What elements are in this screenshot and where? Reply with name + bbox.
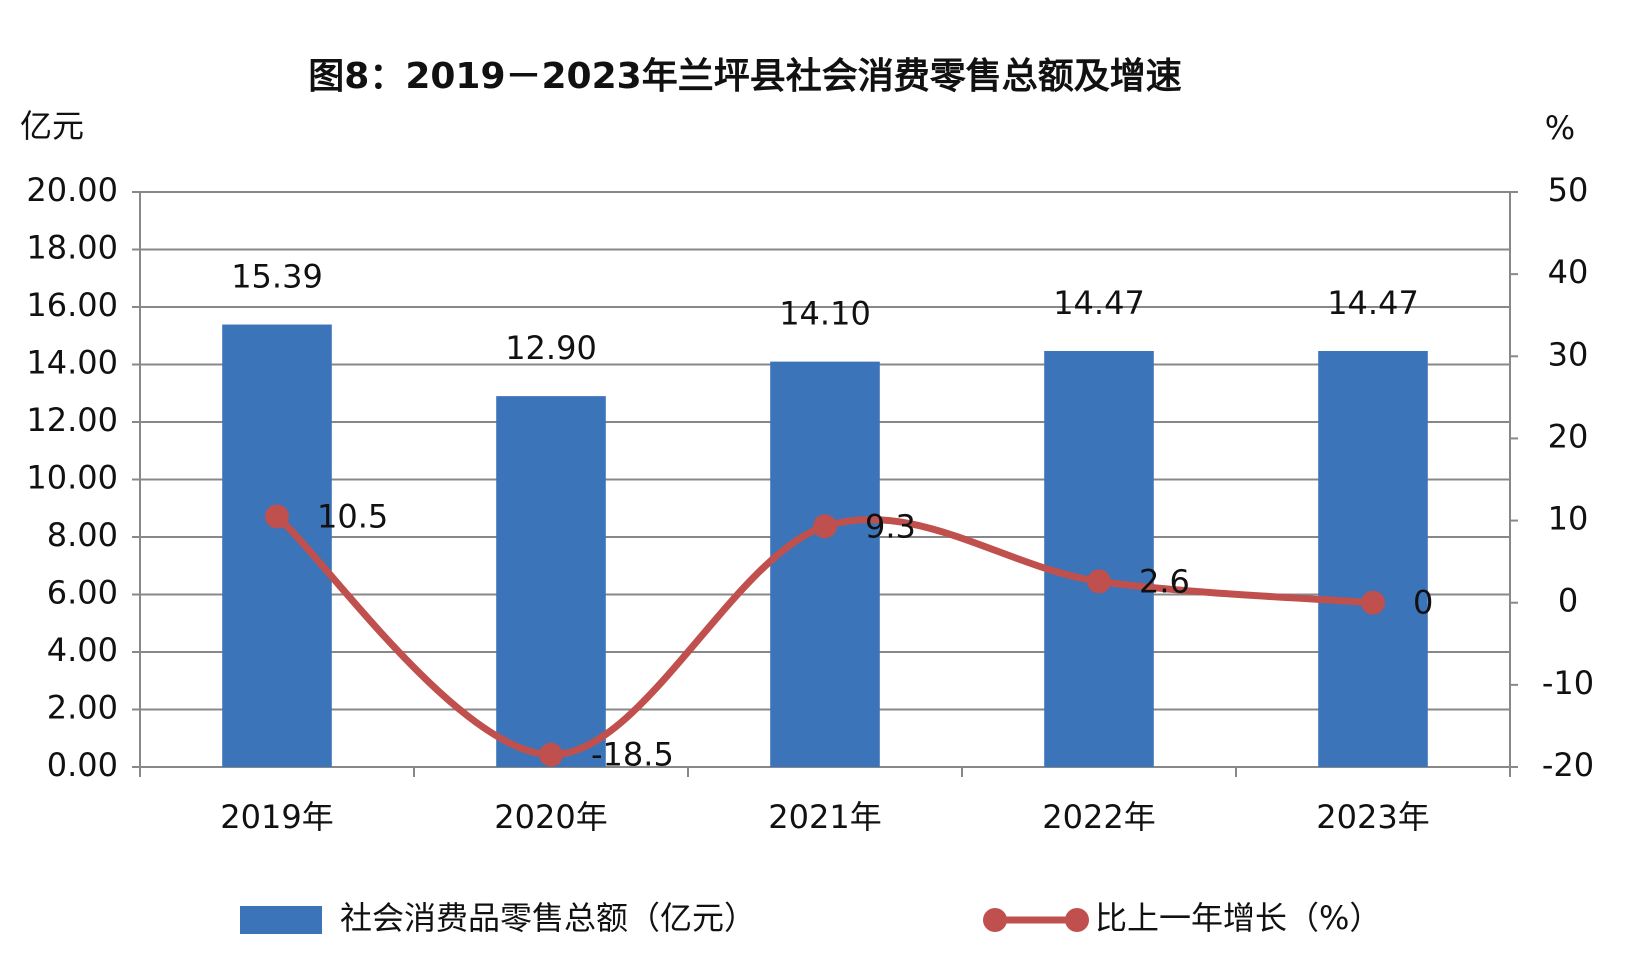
y-tick-label: 18.00: [26, 229, 118, 267]
y-tick-label: 4.00: [47, 631, 118, 669]
bar: [1318, 350, 1428, 767]
y-tick-label: 2.00: [47, 689, 118, 727]
bar: [222, 324, 332, 767]
legend-swatch: [983, 908, 1007, 932]
line-marker: [539, 742, 563, 767]
x-tick-label: 2023年: [1316, 798, 1429, 836]
legend-label: 比上一年增长（%）: [1095, 899, 1381, 937]
y2-tick-label: 30: [1548, 335, 1589, 373]
line-value-label: 0: [1413, 584, 1433, 622]
line: [274, 513, 1374, 759]
bar: [1044, 350, 1154, 767]
x-tick-label: 2021年: [768, 798, 881, 836]
line-marker: [813, 514, 837, 539]
legend-swatch: [240, 906, 322, 934]
y-tick-label: 12.00: [26, 401, 118, 439]
line-marker: [1361, 590, 1385, 615]
bar-value-label: 14.47: [1327, 284, 1419, 322]
legend-swatch: [1065, 908, 1089, 932]
y-tick-label: 6.00: [47, 574, 118, 612]
bar-value-label: 15.39: [231, 258, 323, 296]
chart-title: 图8：2019－2023年兰坪县社会消费零售总额及增速: [308, 56, 1181, 97]
line-value-label: 10.5: [317, 497, 388, 535]
y2-tick-label: 50: [1548, 171, 1589, 209]
y2-tick-label: 10: [1548, 500, 1589, 538]
line-marker: [265, 504, 289, 529]
bar-value-label: 12.90: [505, 329, 597, 367]
line-value-label: 2.6: [1139, 562, 1190, 600]
x-tick-label: 2019年: [220, 798, 333, 836]
line-marker: [1087, 569, 1111, 594]
y-tick-label: 10.00: [26, 459, 118, 497]
bar: [770, 361, 880, 767]
bar-value-label: 14.10: [779, 295, 871, 333]
bar-value-label: 14.47: [1053, 284, 1145, 322]
bar: [496, 396, 606, 767]
y-tick-label: 20.00: [26, 171, 118, 209]
y2-tick-label: 20: [1548, 417, 1589, 455]
y2-tick-label: -20: [1542, 746, 1594, 784]
legend-label: 社会消费品零售总额（亿元）: [340, 899, 756, 937]
x-tick-label: 2022年: [1042, 798, 1155, 836]
y-tick-label: 0.00: [47, 746, 118, 784]
y2-tick-label: 0: [1558, 582, 1578, 620]
y-tick-label: 8.00: [47, 516, 118, 554]
y-axis-label: 亿元: [20, 107, 84, 145]
y2-tick-label: -10: [1542, 664, 1594, 702]
y-tick-label: 14.00: [26, 344, 118, 382]
y-tick-label: 16.00: [26, 286, 118, 324]
line-value-label: 9.3: [865, 507, 916, 545]
line-value-label: -18.5: [591, 736, 674, 774]
y2-axis-label: %: [1545, 109, 1575, 147]
y2-tick-label: 40: [1548, 253, 1589, 291]
x-tick-label: 2020年: [494, 798, 607, 836]
